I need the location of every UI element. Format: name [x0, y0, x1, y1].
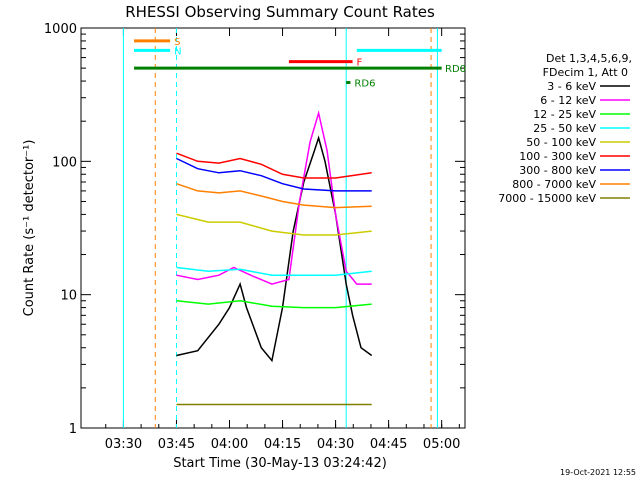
- y-axis-label: Count Rate (s⁻¹ detector⁻¹): [22, 140, 37, 317]
- series-line-2: [176, 300, 372, 309]
- legend-label-7: 800 - 7000 keV: [512, 178, 596, 191]
- x-tick-label: 03:45: [158, 437, 195, 452]
- flag-label-f: F: [357, 58, 363, 69]
- series-line-7: [176, 182, 372, 209]
- legend-label-4: 50 - 100 keV: [526, 136, 596, 149]
- legend-header-line1: Det 1,3,4,5,6,9,: [546, 52, 632, 65]
- y-tick-label: 1: [69, 422, 77, 437]
- series-line-1: [176, 110, 372, 285]
- series-line-4: [176, 213, 372, 236]
- legend-header-line2: FDecim 1, Att 0: [543, 66, 628, 79]
- legend: Det 1,3,4,5,6,9, FDecim 1, Att 0 3 - 6 k…: [498, 52, 632, 205]
- flag-label-rd0: RD0: [445, 64, 466, 75]
- x-tick-label: 04:45: [370, 437, 407, 452]
- series-line-6: [176, 157, 372, 192]
- legend-label-8: 7000 - 15000 keV: [498, 192, 596, 205]
- legend-label-1: 6 - 12 keV: [540, 94, 596, 107]
- x-tick-label: 04:15: [264, 437, 301, 452]
- chart-title: RHESSI Observing Summary Count Rates: [125, 3, 435, 21]
- series-line-5: [176, 152, 372, 179]
- timestamp: 19-Oct-2021 12:55: [560, 468, 636, 477]
- y-tick-label: 100: [52, 155, 77, 170]
- x-axis-label: Start Time (30-May-13 03:24:42): [173, 456, 387, 471]
- flag-label-n: N: [174, 46, 181, 57]
- y-tick-label: 10: [60, 289, 77, 304]
- flag-label-rd6: RD6: [354, 79, 375, 90]
- flag-label-s: S: [174, 37, 180, 48]
- legend-label-5: 100 - 300 keV: [519, 150, 596, 163]
- x-tick-label: 03:30: [105, 437, 142, 452]
- y-tick-label: 1000: [44, 22, 77, 37]
- legend-label-0: 3 - 6 keV: [547, 80, 596, 93]
- legend-label-6: 300 - 800 keV: [519, 164, 596, 177]
- legend-label-2: 12 - 25 keV: [533, 108, 596, 121]
- plot-layer: 03:30 03:45 04:00 04:15 04:30 04:45 05:00 1 10 10…: [44, 22, 466, 452]
- series-line-3: [176, 266, 372, 276]
- x-tick-label: 04:00: [211, 437, 248, 452]
- series-line-0: [176, 135, 373, 363]
- x-tick-label: 04:30: [317, 437, 354, 452]
- legend-label-3: 25 - 50 keV: [533, 122, 596, 135]
- plot-frame: [80, 27, 466, 429]
- x-tick-label: 05:00: [423, 437, 460, 452]
